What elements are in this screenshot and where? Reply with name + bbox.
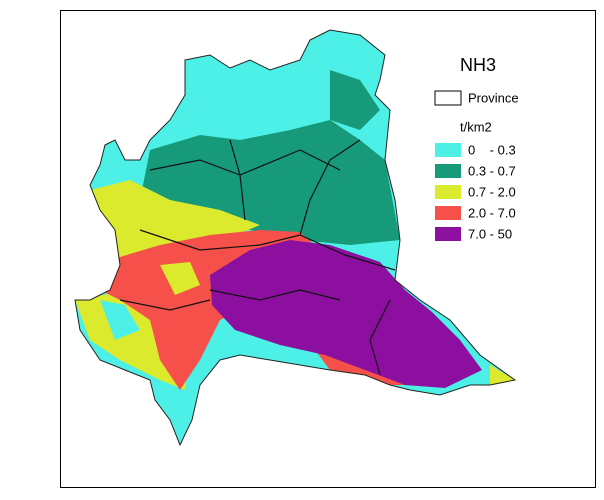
legend-swatch xyxy=(435,206,461,220)
legend-label: 2.0 - 7.0 xyxy=(468,205,516,220)
legend-classes: 0 - 0.3 0.3 - 0.7 0.7 - 2.0 2.0 - 7.0 7.0 - … xyxy=(435,142,516,241)
legend-label: 0 - 0.3 xyxy=(468,142,516,157)
legend-swatch xyxy=(435,227,461,241)
boundary-label: Province xyxy=(468,90,519,105)
frame xyxy=(60,10,596,488)
legend-swatch xyxy=(435,164,461,178)
legend-unit: t/km2 xyxy=(460,119,492,134)
map-title: NH3 xyxy=(460,55,496,75)
region-outline xyxy=(74,29,517,447)
boundary-swatch xyxy=(434,90,462,106)
legend-label: 7.0 - 50 xyxy=(468,226,512,241)
legend-swatch xyxy=(435,143,461,157)
legend-swatch xyxy=(435,185,461,199)
legend-label: 0.3 - 0.7 xyxy=(468,163,516,178)
legend-label: 0.7 - 2.0 xyxy=(468,184,516,199)
